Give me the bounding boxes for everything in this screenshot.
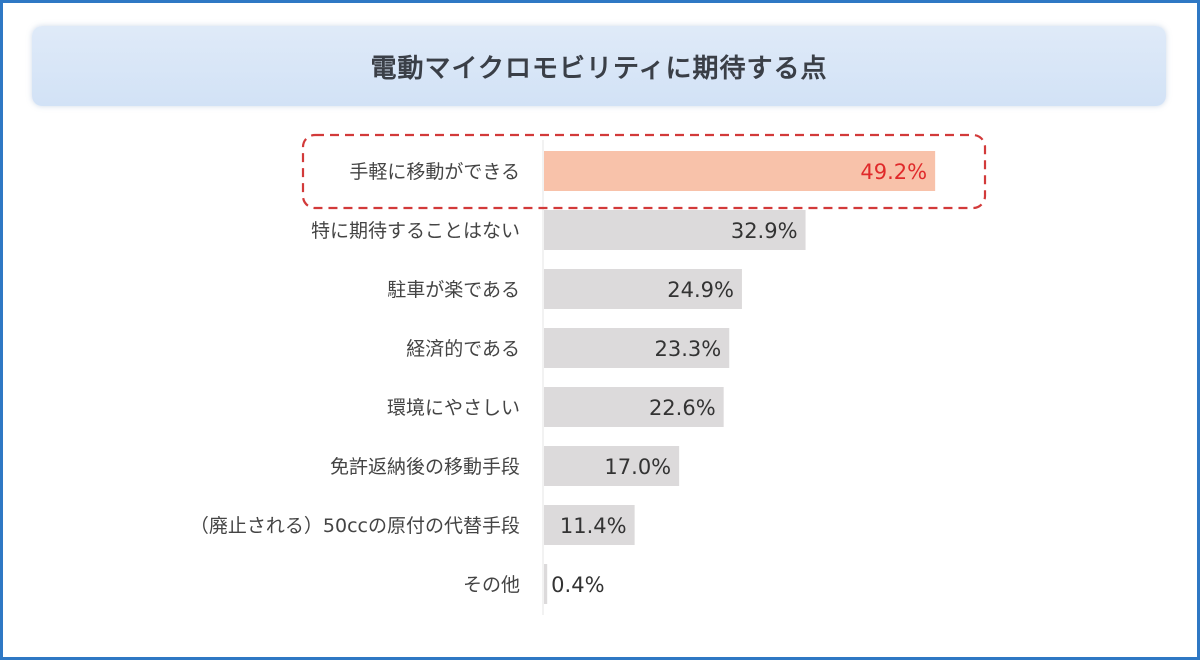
category-label-7: その他: [463, 574, 520, 596]
bar-5: [544, 446, 680, 486]
bar-2: [544, 269, 742, 309]
category-label-4: 環境にやさしい: [387, 397, 520, 419]
bar-6: [544, 505, 635, 545]
category-label-6: （廃止される）50ccの原付の代替手段: [190, 515, 520, 537]
value-label-6: 11.4%: [560, 514, 627, 538]
bar-3: [544, 328, 730, 368]
bar-7: [544, 564, 548, 604]
highlight-box: [301, 133, 987, 210]
bars-layer: 手軽に移動ができる 49.2% 特に期待することはない 32.9% 駐車が楽である 24.…: [190, 151, 936, 604]
category-label-3: 経済的である: [406, 338, 520, 360]
bar-1: [544, 210, 806, 250]
value-label-0: 49.2%: [860, 160, 927, 184]
bar-0: [544, 151, 936, 191]
chart-title: 電動マイクロモビリティに期待する点: [370, 53, 828, 84]
value-label-7: 0.4%: [551, 573, 604, 597]
category-label-2: 駐車が楽である: [387, 279, 520, 301]
bar-4: [544, 387, 724, 427]
value-label-2: 24.9%: [667, 278, 734, 302]
category-label-0: 手軽に移動ができる: [349, 161, 520, 183]
value-label-1: 32.9%: [731, 219, 798, 243]
value-label-3: 23.3%: [655, 337, 722, 361]
category-label-1: 特に期待することはない: [311, 220, 520, 242]
category-label-5: 免許返納後の移動手段: [330, 456, 520, 478]
title-banner: 電動マイクロモビリティに期待する点: [32, 26, 1166, 106]
value-label-4: 22.6%: [649, 396, 716, 420]
value-label-5: 17.0%: [604, 455, 671, 479]
